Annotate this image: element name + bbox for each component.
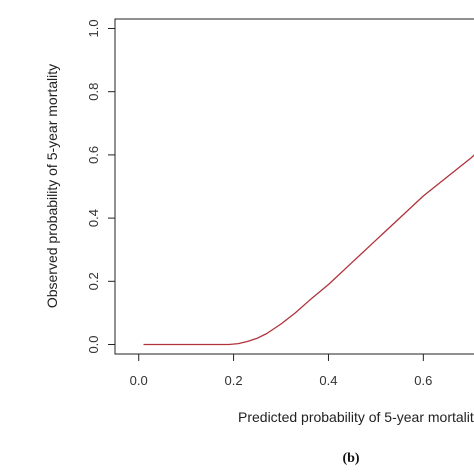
x-axis-title: Predicted probability of 5-year mortalit…	[238, 409, 474, 425]
plot-frame	[114, 18, 474, 355]
x-tick-label: 0.4	[319, 373, 337, 388]
y-tick-label: 0.2	[86, 272, 101, 290]
x-tick-label: 0.2	[225, 373, 243, 388]
x-axis: 0.0 0.2 0.4 0.6	[130, 354, 432, 388]
y-axis-title: Observed probability of 5-year mortality	[44, 64, 60, 308]
figure-caption: (b)	[342, 451, 359, 466]
y-tick-label: 0.8	[86, 83, 101, 101]
y-tick-label: 0.0	[86, 335, 101, 353]
y-axis: 0.0 0.2 0.4 0.6 0.8 1.0	[86, 19, 115, 354]
y-tick-label: 0.4	[86, 209, 101, 227]
y-tick-label: 1.0	[86, 19, 101, 37]
x-tick-label: 0.0	[130, 373, 148, 388]
x-tick-label: 0.6	[414, 373, 432, 388]
calibration-curve	[143, 154, 474, 346]
series-layer	[143, 154, 474, 346]
y-tick-label: 0.6	[86, 146, 101, 164]
